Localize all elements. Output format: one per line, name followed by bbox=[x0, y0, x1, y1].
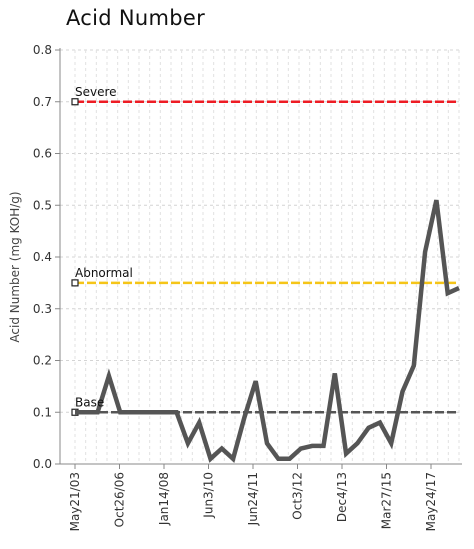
threshold-severe-label: Severe bbox=[75, 85, 117, 99]
y-axis-label: Acid Number (mg KOH/g) bbox=[8, 191, 22, 342]
x-tick-label: May24/17 bbox=[424, 472, 438, 531]
y-tick-label: 0.5 bbox=[33, 198, 52, 212]
labels: 0.0 0.1 0.2 0.3 0.4 0.5 0.6 0.7 0.8 May21/03 Oct26… bbox=[8, 43, 438, 531]
x-tick-label: Oct26/06 bbox=[113, 472, 127, 527]
x-tick-label: Jun3/10 bbox=[202, 472, 216, 519]
y-tick-label: 0.1 bbox=[33, 405, 52, 419]
x-tick-label: Jun24/11 bbox=[246, 472, 260, 526]
y-tick-label: 0.6 bbox=[33, 147, 52, 161]
y-tick-label: 0.3 bbox=[33, 302, 52, 316]
y-tick-label: 0.7 bbox=[33, 95, 52, 109]
y-tick-label: 0.4 bbox=[33, 250, 52, 264]
x-tick-label: Jan14/08 bbox=[157, 472, 171, 526]
y-tick-label: 0.2 bbox=[33, 354, 52, 368]
y-tick-label: 0.0 bbox=[33, 457, 52, 471]
threshold-abnormal-label: Abnormal bbox=[75, 266, 133, 280]
series bbox=[75, 199, 460, 463]
x-tick-label: Oct3/12 bbox=[291, 472, 305, 520]
chart-title: Acid Number bbox=[66, 6, 206, 30]
x-tick-label: May21/03 bbox=[68, 472, 82, 531]
axes bbox=[55, 48, 462, 469]
series-0-line bbox=[75, 199, 460, 463]
grid bbox=[60, 49, 462, 465]
x-tick-label: Dec4/13 bbox=[335, 472, 349, 522]
threshold-severe-marker bbox=[71, 98, 79, 106]
threshold-abnormal-marker bbox=[71, 279, 79, 287]
y-tick-label: 0.8 bbox=[33, 43, 52, 57]
x-tick-label: Mar27/15 bbox=[380, 472, 394, 529]
threshold-base-label: Base bbox=[75, 395, 104, 409]
